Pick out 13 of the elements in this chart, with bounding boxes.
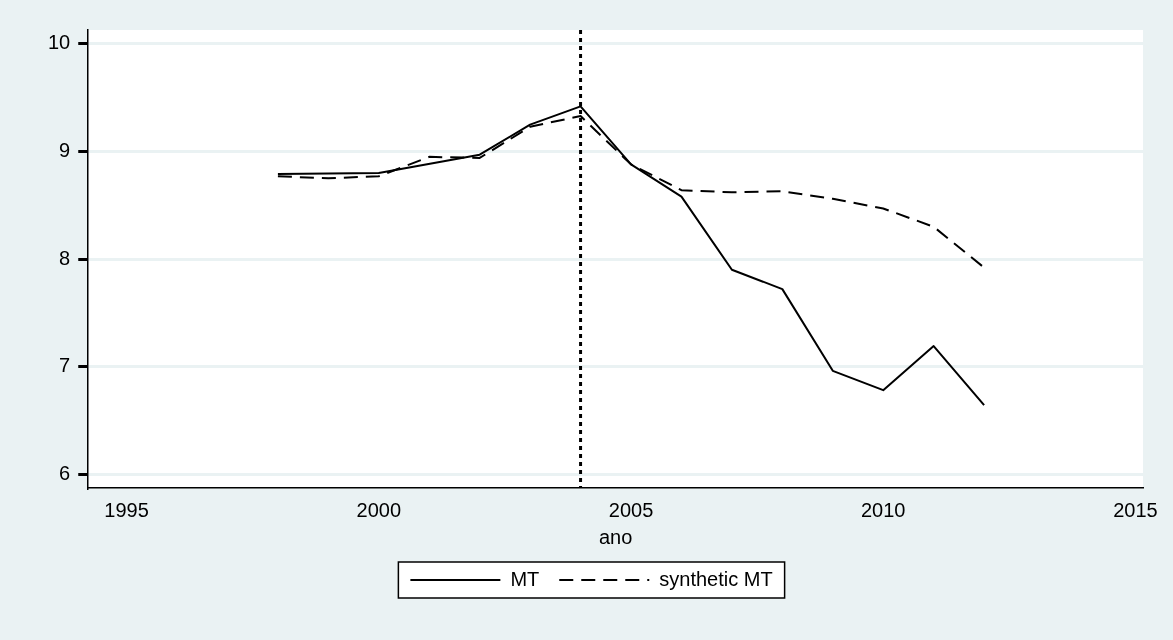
y-tick-label: 9 <box>59 139 71 161</box>
x-tick-label: 2000 <box>356 498 402 521</box>
x-tick-label: 2015 <box>1113 498 1158 521</box>
x-tick-label: 1995 <box>104 498 149 521</box>
legend-label: synthetic MT <box>659 567 773 590</box>
y-tick-label: 10 <box>48 31 71 54</box>
x-axis-title: ano <box>598 525 633 548</box>
y-tick-label: 7 <box>59 354 71 377</box>
legend-label: MT <box>510 567 540 590</box>
y-tick-label: 8 <box>59 246 71 269</box>
y-tick-label: 6 <box>59 461 71 484</box>
x-tick-label: 2005 <box>608 498 654 521</box>
x-tick-label: 2010 <box>860 498 906 521</box>
